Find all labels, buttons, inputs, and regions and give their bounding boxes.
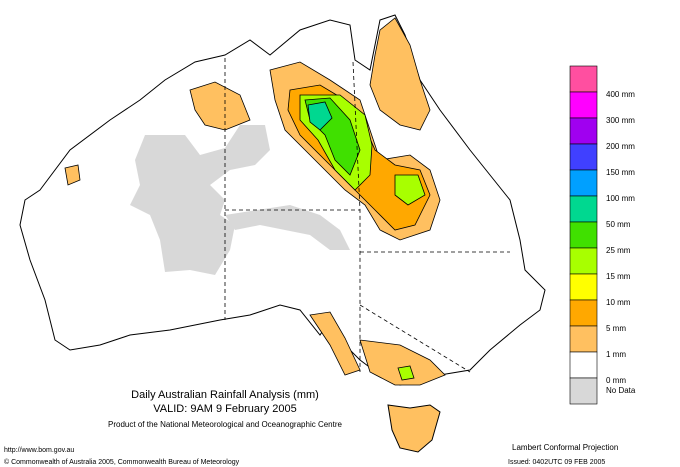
legend-label: 50 mm <box>606 220 631 229</box>
legend-swatch <box>569 91 598 119</box>
issued: Issued: 0402UTC 09 FEB 2005 <box>508 459 605 466</box>
legend-label: No Data <box>606 386 636 395</box>
legend-label: 0 mm <box>606 376 626 385</box>
legend-label: 10 mm <box>606 298 631 307</box>
legend-swatch <box>569 247 598 275</box>
legend-label: 400 mm <box>606 90 635 99</box>
legend-swatch <box>569 195 598 223</box>
legend-swatch <box>569 273 598 301</box>
legend: 400 mm 300 mm 200 mm 150 mm 100 mm 50 mm 25 mm… <box>569 65 636 405</box>
legend-label: 200 mm <box>606 142 635 151</box>
rain-area <box>189 81 251 131</box>
legend-swatch <box>569 351 598 379</box>
rain-areas <box>64 17 446 386</box>
legend-label: 5 mm <box>606 324 626 333</box>
legend-label: 25 mm <box>606 246 631 255</box>
projection: Lambert Conformal Projection <box>512 443 618 452</box>
map-title: Daily Australian Rainfall Analysis (mm) <box>131 389 319 401</box>
map <box>19 14 546 453</box>
legend-swatch <box>569 299 598 327</box>
legend-swatch <box>569 169 598 197</box>
legend-swatch <box>569 325 598 353</box>
state-borders <box>224 58 510 373</box>
rain-area <box>369 17 431 131</box>
legend-swatch <box>569 117 598 145</box>
legend-label: 15 mm <box>606 272 631 281</box>
rain-area <box>359 339 446 386</box>
rain-area <box>64 164 81 186</box>
rain-area <box>397 365 415 381</box>
legend-label: 300 mm <box>606 116 635 125</box>
legend-label: 150 mm <box>606 168 635 177</box>
legend-swatch <box>569 65 598 93</box>
copyright: © Commonwealth of Australia 2005, Common… <box>4 458 240 466</box>
product-note: Product of the National Meteorological a… <box>108 420 342 429</box>
legend-swatch <box>569 221 598 249</box>
valid-time: VALID: 9AM 9 February 2005 <box>153 403 296 415</box>
legend-label: 100 mm <box>606 194 635 203</box>
no-data-area <box>130 125 270 275</box>
rain-area <box>394 174 426 206</box>
tasmania <box>387 404 441 453</box>
legend-swatch <box>569 143 598 171</box>
rain-area <box>307 101 333 131</box>
state-border <box>359 304 471 373</box>
state-border <box>352 61 361 372</box>
no-data-area <box>225 205 350 250</box>
no-data-areas <box>130 125 350 275</box>
url: http://www.bom.gov.au <box>4 447 74 454</box>
legend-label: 1 mm <box>606 350 626 359</box>
legend-swatch <box>569 377 598 405</box>
